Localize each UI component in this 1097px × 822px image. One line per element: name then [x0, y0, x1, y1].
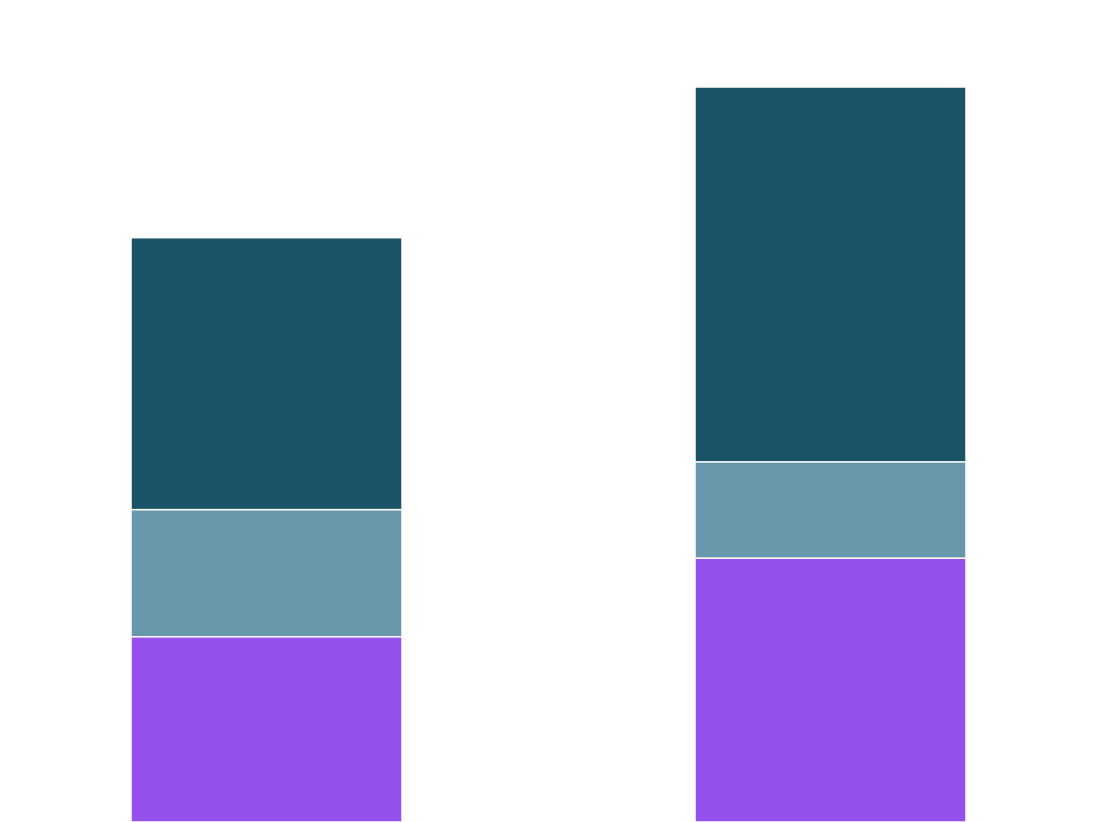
bar-segment-1-series-3: [130, 236, 403, 511]
bar-segment-2-series-2: [694, 461, 967, 559]
bar-segment-1-series-1: [130, 636, 403, 822]
bar-segment-2-series-1: [694, 557, 967, 822]
bar-segment-2-series-3: [694, 86, 967, 463]
bar-segment-1-series-2: [130, 508, 403, 638]
